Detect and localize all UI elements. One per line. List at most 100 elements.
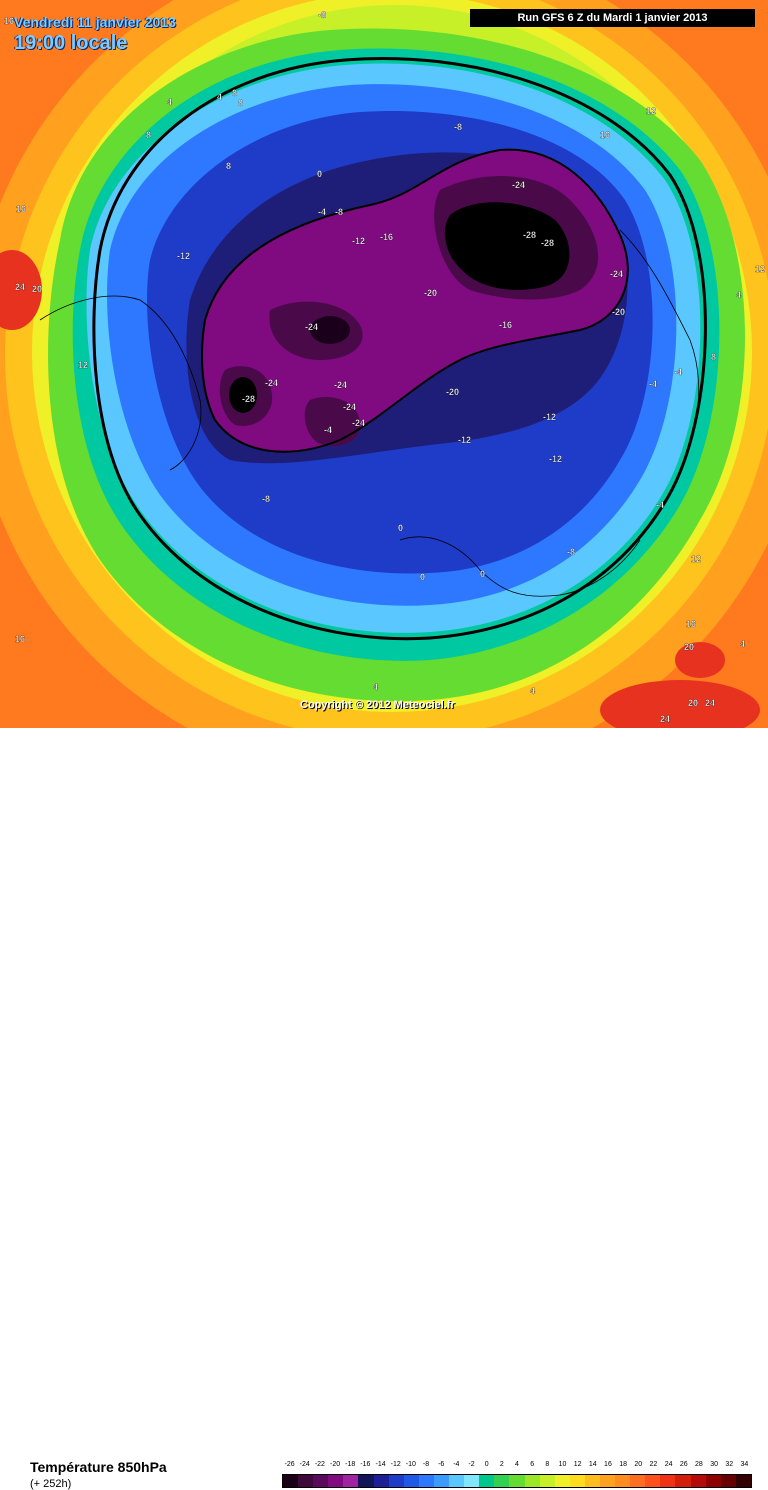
- isotherm-label: 4: [736, 290, 741, 300]
- legend-label: -8: [422, 1461, 430, 1468]
- isotherm-label: -28: [242, 394, 255, 404]
- legend-swatch: [283, 1475, 299, 1487]
- isotherm-label: 16: [15, 634, 25, 644]
- legend-swatch: [328, 1475, 344, 1487]
- isotherm-label: 8: [146, 130, 151, 140]
- band-minus28-a: [444, 202, 570, 290]
- legend-label: 6: [530, 1461, 535, 1468]
- legend-label: -22: [314, 1461, 325, 1468]
- isotherm-label: 20: [688, 698, 698, 708]
- isotherm-label: -12: [543, 412, 556, 422]
- legend-label: 34: [740, 1461, 749, 1468]
- isotherm-label: -24: [305, 322, 318, 332]
- isotherm-label: 4: [217, 92, 222, 102]
- valid-date: Vendredi 11 janvier 2013: [14, 14, 176, 30]
- legend-swatch: [373, 1475, 389, 1487]
- isotherm-label: 24: [705, 698, 715, 708]
- legend-swatch: [720, 1475, 736, 1487]
- legend-swatch: [298, 1475, 314, 1487]
- isotherm-label: 20: [32, 284, 42, 294]
- legend-label: 16: [604, 1461, 612, 1468]
- legend-label: 26: [679, 1461, 688, 1468]
- legend-swatch: [524, 1475, 540, 1487]
- isotherm-label: -24: [334, 380, 347, 390]
- warm-pocket-west: [0, 250, 42, 330]
- legend-colorbar: [282, 1474, 752, 1488]
- legend-label: 8: [545, 1461, 550, 1468]
- legend-swatch: [313, 1475, 329, 1487]
- legend-label: -4: [453, 1461, 460, 1468]
- isotherm-label: 16: [600, 130, 610, 140]
- isotherm-label: -24: [343, 402, 356, 412]
- legend-label: 20: [634, 1461, 643, 1468]
- isotherm-label: -8: [318, 10, 326, 20]
- legend-labels: -26 -24 -22 -20 -18 -16 -14 -12 -10 -8 -6 -4 -2 0 2 4 6 8…: [282, 1461, 752, 1473]
- legend-swatch: [615, 1475, 631, 1487]
- isotherm-label: 4: [373, 682, 378, 692]
- isotherm-label: 16: [4, 16, 14, 26]
- legend-swatch: [358, 1475, 374, 1487]
- isotherm-label: -8: [567, 547, 575, 557]
- run-info: Run GFS 6 Z du Mardi 1 janvier 2013: [470, 9, 755, 27]
- isotherm-label: 0: [398, 523, 403, 533]
- isotherm-label: -12: [458, 435, 471, 445]
- isotherm-label: -12: [177, 251, 190, 261]
- isotherm-label: -12: [549, 454, 562, 464]
- isotherm-label: -8: [335, 207, 343, 217]
- isotherm-label: -20: [612, 307, 625, 317]
- coastline-asia: [619, 229, 700, 471]
- legend-swatch: [705, 1475, 721, 1487]
- legend-swatch: [645, 1475, 661, 1487]
- legend-swatch: [690, 1475, 706, 1487]
- isotherm-label: -24: [352, 418, 365, 428]
- local-time: 19:00 locale: [14, 32, 128, 54]
- legend-swatch: [509, 1475, 525, 1487]
- legend-label: 18: [619, 1461, 628, 1468]
- warm-pocket-southeast: [600, 680, 760, 728]
- isotherm-label: -8: [262, 494, 270, 504]
- warm-pocket-east: [675, 642, 725, 678]
- legend-swatch: [433, 1475, 450, 1487]
- coastline-north-america: [39, 295, 202, 471]
- isotherm-label: 12: [646, 106, 656, 116]
- isotherm-label: 4: [740, 639, 745, 649]
- legend-swatch: [388, 1475, 404, 1487]
- legend-label: 14: [588, 1461, 597, 1468]
- isotherm-label: 4: [530, 686, 535, 696]
- legend-swatch: [554, 1475, 570, 1487]
- legend-label: -20: [330, 1461, 341, 1468]
- isotherm-label: -28: [523, 230, 536, 240]
- isotherm-label: -24: [512, 180, 525, 190]
- isotherm-label: 8: [232, 88, 237, 98]
- coastline-europe: [399, 536, 641, 597]
- isotherm-label: 0: [317, 169, 322, 179]
- legend-swatch: [675, 1475, 691, 1487]
- copyright: Copyright © 2012 Meteociel.fr: [300, 699, 455, 711]
- isotherm-label: -28: [541, 238, 554, 248]
- band-minus24-d: [304, 397, 360, 446]
- legend-swatch: [479, 1475, 495, 1487]
- isotherm-label: 8: [238, 98, 243, 108]
- isotherm-label: 16: [686, 619, 696, 629]
- legend-footer: Température 850hPa (+ 252h) -26 -24 -22 -20…: [0, 728, 768, 1490]
- isotherm-label: 24: [660, 714, 670, 724]
- legend-label: 28: [695, 1461, 703, 1468]
- legend-label: -10: [405, 1461, 416, 1468]
- legend-swatch: [449, 1475, 465, 1487]
- isotherm-label: 4: [167, 97, 172, 107]
- legend-swatch: [464, 1475, 480, 1487]
- legend-swatch: [584, 1475, 600, 1487]
- legend-swatch: [569, 1475, 585, 1487]
- isotherm-label: -4: [324, 425, 332, 435]
- legend-swatch: [735, 1475, 751, 1487]
- isotherm-label: 20: [684, 642, 694, 652]
- legend-label: 12: [573, 1461, 582, 1468]
- legend-label: -18: [345, 1461, 356, 1468]
- isotherm-label: -4: [656, 500, 664, 510]
- band-minus28-b: [229, 377, 257, 413]
- variable-title: Température 850hPa: [30, 1459, 167, 1475]
- legend-swatch: [660, 1475, 676, 1487]
- legend-label: 4: [515, 1461, 519, 1468]
